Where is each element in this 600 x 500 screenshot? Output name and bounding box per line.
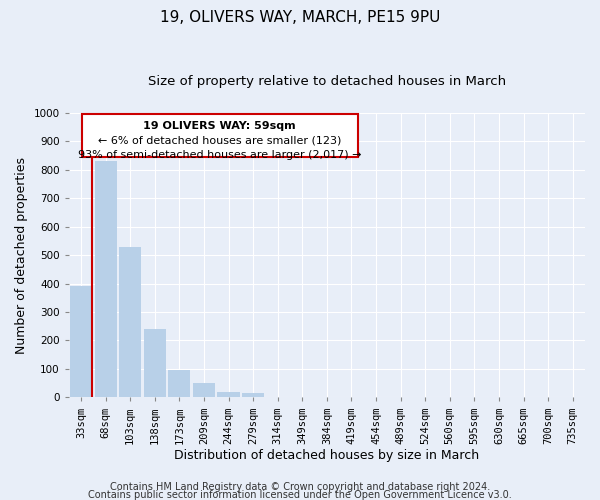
Bar [242, 394, 264, 398]
Text: 19 OLIVERS WAY: 59sqm: 19 OLIVERS WAY: 59sqm [143, 122, 296, 132]
X-axis label: Distribution of detached houses by size in March: Distribution of detached houses by size … [174, 450, 479, 462]
Bar [70, 286, 92, 398]
Bar [95, 161, 116, 398]
Text: ← 6% of detached houses are smaller (123): ← 6% of detached houses are smaller (123… [98, 136, 341, 145]
Text: 93% of semi-detached houses are larger (2,017) →: 93% of semi-detached houses are larger (… [78, 150, 361, 160]
Text: 19, OLIVERS WAY, MARCH, PE15 9PU: 19, OLIVERS WAY, MARCH, PE15 9PU [160, 10, 440, 25]
Text: Contains HM Land Registry data © Crown copyright and database right 2024.: Contains HM Land Registry data © Crown c… [110, 482, 490, 492]
FancyBboxPatch shape [82, 114, 358, 157]
Title: Size of property relative to detached houses in March: Size of property relative to detached ho… [148, 75, 506, 88]
Text: Contains public sector information licensed under the Open Government Licence v3: Contains public sector information licen… [88, 490, 512, 500]
Y-axis label: Number of detached properties: Number of detached properties [15, 156, 28, 354]
Bar [217, 392, 239, 398]
Bar [119, 246, 141, 398]
Bar [143, 329, 166, 398]
Bar [193, 382, 215, 398]
Bar [168, 370, 190, 398]
